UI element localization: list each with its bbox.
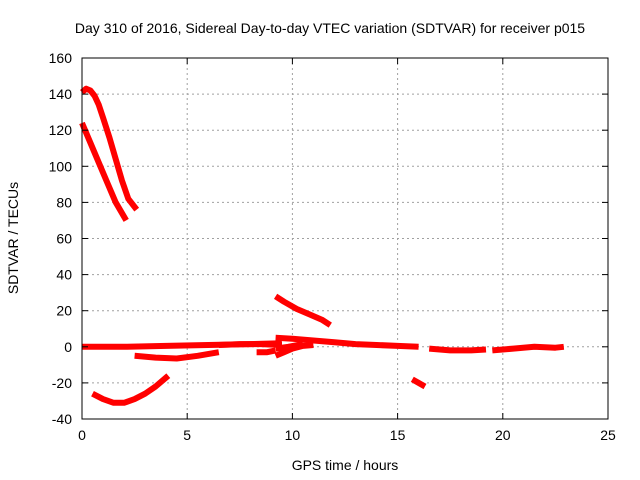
data-series (79, 85, 565, 406)
x-axis-label: GPS time / hours (292, 457, 399, 473)
series-arc-5 (134, 349, 220, 362)
series-arc-3 (91, 373, 171, 406)
x-tick-label: 20 (495, 427, 511, 443)
series-arc-8 (273, 293, 332, 328)
y-tick-label: -20 (52, 375, 72, 391)
series-arc-13 (428, 345, 487, 354)
x-tick-label: 25 (600, 427, 616, 443)
y-tick-label: 40 (56, 267, 72, 283)
series-arc-2 (79, 121, 129, 222)
y-tick-label: 140 (49, 86, 73, 102)
x-tick-label: 10 (285, 427, 301, 443)
series-arc-14 (492, 343, 565, 354)
plot-frame (81, 57, 609, 420)
chart-title: Day 310 of 2016, Sidereal Day-to-day VTE… (75, 20, 585, 36)
y-tick-label: 60 (56, 231, 72, 247)
series-arc-9 (275, 334, 419, 350)
series-arc-11 (275, 341, 304, 352)
y-tick-label: 80 (56, 194, 72, 210)
series-arc-12 (410, 376, 427, 390)
y-axis-label: SDTVAR / TECUs (5, 182, 21, 294)
x-tick-label: 5 (183, 427, 191, 443)
y-tick-label: 0 (64, 339, 72, 355)
y-tick-label: 120 (49, 122, 73, 138)
axis-ticks: 0 5 10 15 20 25 -40 -20 0 20 40 60 80 100 120 140 160 (49, 50, 616, 443)
grid (82, 58, 608, 419)
y-tick-label: 160 (49, 50, 73, 66)
x-tick-label: 0 (78, 427, 86, 443)
y-tick-label: 20 (56, 303, 72, 319)
y-tick-label: 100 (49, 158, 73, 174)
series-arc-1 (80, 85, 140, 212)
x-tick-label: 15 (390, 427, 406, 443)
series-arc-7 (256, 347, 277, 356)
y-tick-label: -40 (52, 411, 72, 427)
series-arc-6 (218, 341, 283, 348)
